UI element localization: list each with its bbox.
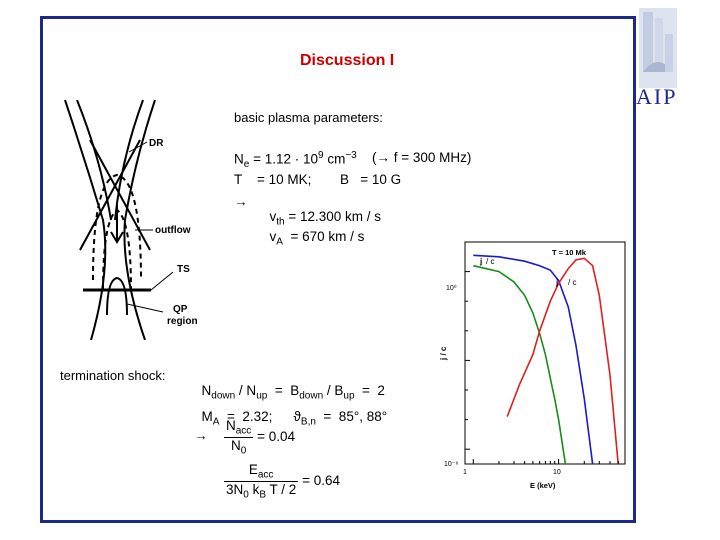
- frequency-note: (→ f = 300 MHz): [372, 150, 472, 165]
- angle-equation: ϑB,n = 85°, 88°: [293, 409, 388, 428]
- series-line-red: [506, 257, 619, 465]
- spectrum-chart: T = 10 Mk j / c j / c 10⁰ 10⁻⁶ 1 10 E (k…: [439, 241, 626, 490]
- label-outflow: outflow: [155, 225, 191, 236]
- density-equation: Ne = 1.12 · 109 cm−3: [234, 150, 357, 171]
- aip-logo-image: [639, 8, 677, 88]
- outflow-arrow-icon: [110, 205, 124, 244]
- outer-field-line-left: [64, 100, 107, 340]
- x-axis-label: E (keV): [530, 481, 556, 490]
- x-tick-1: 1: [463, 469, 467, 476]
- slide-frame: [40, 16, 636, 523]
- series-label-2-b: / c: [568, 278, 576, 287]
- series-line-green: [473, 264, 567, 465]
- plasma-heading: basic plasma parameters:: [234, 110, 383, 125]
- series-label-1-a: j: [479, 257, 482, 266]
- arrow-icon: →: [234, 194, 248, 209]
- chart-annotation: T = 10 Mk: [552, 248, 587, 257]
- series-line-blue: [473, 254, 594, 465]
- label-region: region: [167, 316, 198, 327]
- accelerated-fraction-equation: Nacc N0 = 0.04: [224, 418, 295, 457]
- alfven-velocity-equation: vA = 670 km / s: [269, 229, 365, 248]
- aip-logo-text: AIP: [636, 84, 678, 109]
- energy-fraction-equation: Eacc 3N0 kB T / 2 = 0.64: [224, 462, 340, 501]
- y-axis-label: j / c: [439, 346, 448, 361]
- y-tick-top: 10⁰: [446, 284, 457, 292]
- temperature-equation: T = 10 MK;: [234, 172, 312, 187]
- mach-equation: MA = 2.32;: [201, 409, 273, 428]
- shock-heading: termination shock:: [60, 368, 166, 383]
- slide-title: Discussion I: [300, 52, 395, 69]
- arrow-icon-2: →: [194, 428, 208, 443]
- inner-field-line-left: [76, 100, 112, 221]
- label-qp: QP: [173, 304, 188, 315]
- compression-ratio-equation: Ndown / Nup = Bdown / Bup = 2: [201, 383, 385, 402]
- label-dr: DR: [149, 138, 164, 149]
- series-label-1-b: / c: [486, 257, 494, 266]
- y-tick-bottom: 10⁻⁶: [444, 461, 458, 468]
- field-equation: B = 10 G: [340, 172, 402, 187]
- dashed-loop: [92, 173, 142, 281]
- thermal-velocity-equation: vth = 12.300 km / s: [269, 209, 382, 228]
- termination-shock-diagram: DR outflow TS QP region: [64, 100, 198, 340]
- crossing-line-a: [89, 139, 151, 251]
- qp-loop: [106, 276, 128, 316]
- label-ts: TS: [177, 264, 190, 275]
- x-tick-10: 10: [553, 469, 561, 476]
- crossing-line-b: [79, 139, 141, 251]
- series-label-2-a: j: [555, 278, 558, 287]
- outer-field-line-right: [123, 100, 156, 340]
